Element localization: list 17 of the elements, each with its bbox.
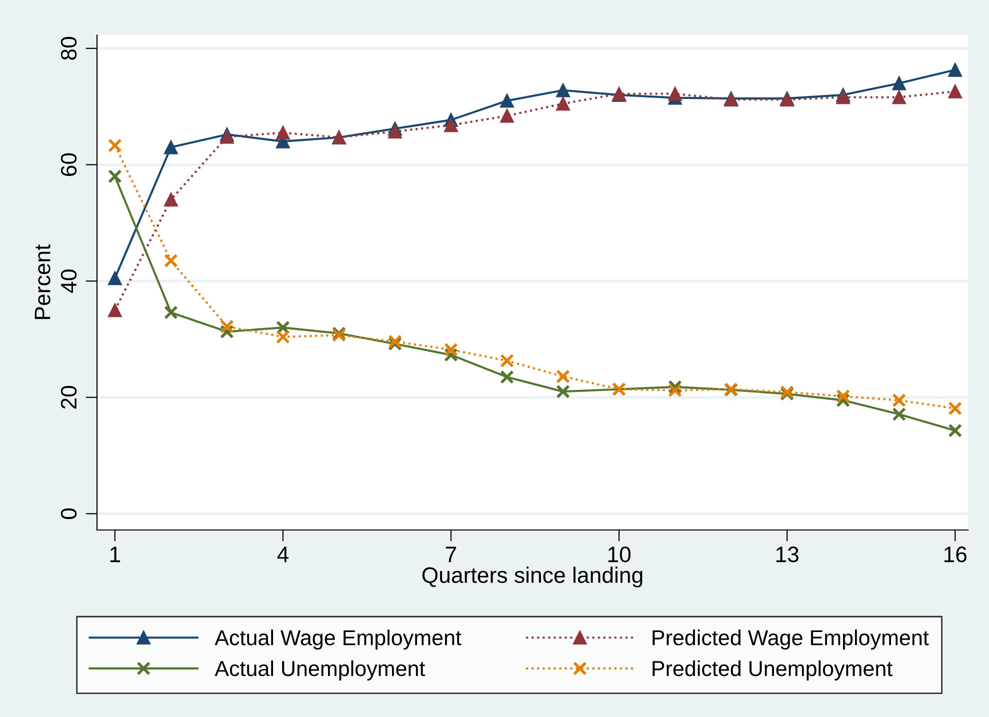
x-axis-title: Quarters since landing — [422, 566, 642, 588]
x-tick-label: 10 — [608, 546, 631, 562]
y-tick-label: 40 — [60, 270, 77, 293]
y-tick-label: 60 — [60, 153, 77, 176]
legend-label: Actual Wage Employment — [214, 630, 462, 650]
y-tick-label: 20 — [60, 386, 77, 409]
y-tick-label: 80 — [60, 36, 77, 60]
x-tick-label: 4 — [277, 546, 288, 562]
x-tick-label: 1 — [110, 546, 120, 562]
x-tick-label: 16 — [944, 546, 966, 562]
x-tick-label: 7 — [446, 546, 456, 562]
legend-label: Predicted Unemployment — [652, 660, 892, 680]
y-axis-title: Percent — [34, 244, 50, 319]
legend-label: Predicted Wage Employment — [652, 630, 929, 650]
x-tick-label: 13 — [776, 546, 798, 562]
legend-label: Actual Unemployment — [214, 660, 426, 680]
y-tick-label: 0 — [60, 508, 77, 520]
